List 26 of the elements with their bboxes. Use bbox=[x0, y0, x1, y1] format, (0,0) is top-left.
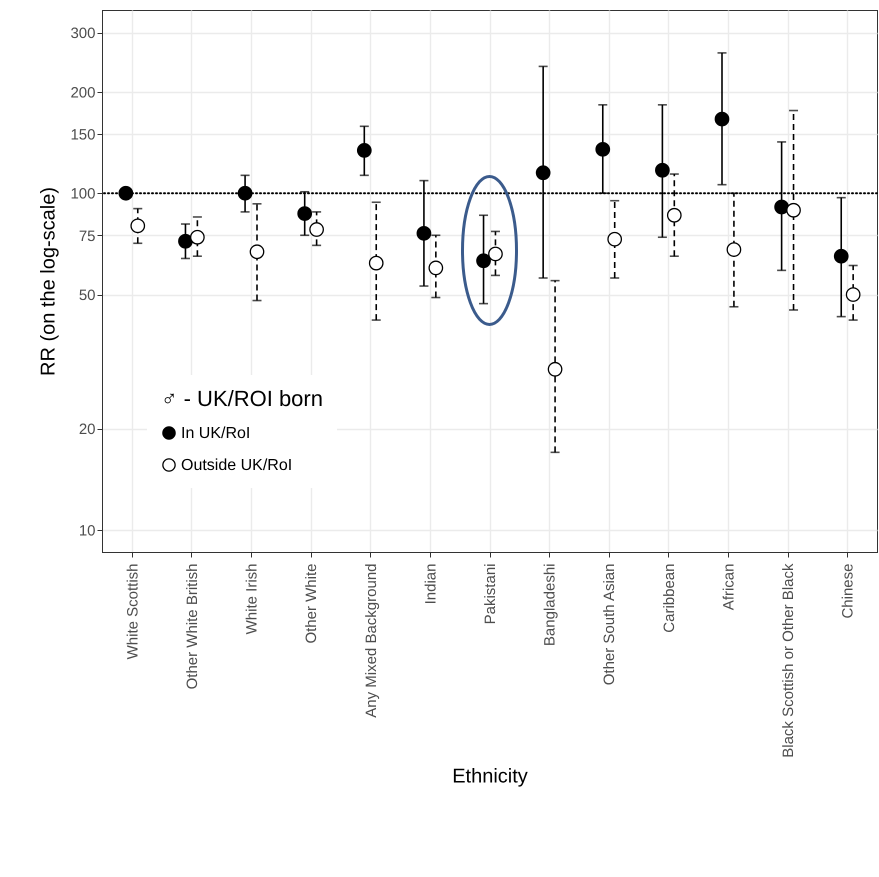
y-tick-label: 200 bbox=[70, 84, 96, 102]
x-tick-label: Bangladeshi bbox=[542, 564, 559, 646]
x-tick-label: Indian bbox=[422, 564, 440, 604]
legend-title: ♂ - UK/ROI born bbox=[161, 386, 323, 411]
x-tick-label: Any Mixed Background bbox=[362, 564, 380, 718]
y-tick-label: 10 bbox=[78, 522, 96, 540]
y-tick-label: 20 bbox=[78, 421, 96, 438]
x-tick-label: Chinese bbox=[840, 564, 857, 619]
x-tick-label: African bbox=[720, 564, 738, 610]
y-tick-label: 150 bbox=[70, 126, 96, 144]
x-tick-label: Other White bbox=[303, 564, 320, 644]
x-tick-label: White Scottish bbox=[124, 564, 142, 660]
x-tick-label: Other White British bbox=[184, 564, 201, 690]
legend-label: In UK/RoI bbox=[181, 425, 250, 442]
legend-label: Outside UK/RoI bbox=[181, 457, 292, 474]
y-tick-label: 75 bbox=[78, 228, 96, 245]
x-tick-label: White Irish bbox=[244, 564, 261, 634]
y-tick-label: 100 bbox=[70, 186, 96, 203]
x-tick-label: Pakistani bbox=[482, 564, 499, 624]
x-tick-label: Other South Asian bbox=[601, 564, 618, 686]
y-axis-title: RR (on the log-scale) bbox=[37, 187, 60, 376]
x-axis-title: Ethnicity bbox=[452, 766, 528, 788]
y-tick-label: 300 bbox=[70, 25, 96, 42]
x-tick-label: Caribbean bbox=[660, 564, 678, 633]
x-tick-label: Black Scottish or Other Black bbox=[780, 563, 798, 758]
y-tick-label: 50 bbox=[78, 287, 96, 304]
